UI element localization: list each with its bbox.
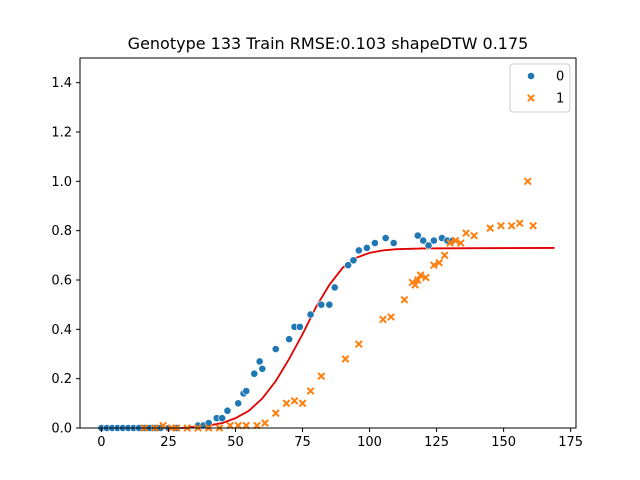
legend: 01 bbox=[509, 63, 571, 113]
legend-label: 1 bbox=[556, 92, 564, 107]
data-point-series-1 bbox=[451, 236, 460, 245]
data-point-series-1 bbox=[261, 419, 269, 427]
data-point-series-1 bbox=[470, 231, 479, 240]
y-tick-label: 1.0 bbox=[51, 175, 72, 190]
data-point-series-0 bbox=[389, 239, 398, 247]
data-point-series-0 bbox=[344, 261, 353, 270]
data-point-series-1 bbox=[486, 224, 495, 233]
data-point-series-1 bbox=[271, 409, 280, 418]
data-point-series-0 bbox=[381, 234, 390, 242]
x-tick-label: 150 bbox=[491, 435, 516, 450]
data-point-series-1 bbox=[497, 221, 505, 230]
x-tick-label: 25 bbox=[160, 435, 177, 450]
data-point-series-1 bbox=[440, 251, 449, 260]
data-point-series-0 bbox=[285, 335, 294, 344]
data-point-series-0 bbox=[250, 369, 259, 378]
data-point-series-0 bbox=[349, 256, 358, 265]
x-tick-label: 50 bbox=[227, 435, 244, 450]
data-point-series-1 bbox=[446, 239, 454, 247]
data-point-series-1 bbox=[387, 313, 395, 321]
data-point-series-0 bbox=[317, 300, 326, 309]
plot-frame bbox=[79, 57, 577, 429]
chart-title: Genotype 133 Train RMSE:0.103 shapeDTW 0… bbox=[128, 34, 529, 53]
data-point-series-0 bbox=[371, 239, 379, 247]
data-point-series-0 bbox=[325, 300, 334, 309]
legend-marker-x-icon bbox=[527, 94, 535, 102]
legend-marker-circle-icon bbox=[527, 72, 535, 80]
data-point-series-0 bbox=[354, 246, 363, 255]
data-point-series-0 bbox=[218, 414, 226, 423]
data-point-series-0 bbox=[255, 357, 264, 366]
data-point-series-1 bbox=[462, 229, 470, 238]
data-point-series-0 bbox=[419, 236, 428, 245]
data-point-series-0 bbox=[413, 231, 422, 240]
data-point-series-1 bbox=[435, 258, 444, 267]
data-point-series-1 bbox=[298, 399, 307, 408]
data-point-series-1 bbox=[317, 372, 326, 381]
data-point-series-0 bbox=[295, 322, 304, 331]
x-tick-label: 125 bbox=[424, 435, 449, 450]
x-tick-label: 0 bbox=[97, 435, 105, 450]
x-tick-label: 100 bbox=[357, 435, 382, 450]
x-tick-label: 75 bbox=[294, 435, 311, 450]
data-point-series-0 bbox=[330, 283, 339, 292]
data-point-series-0 bbox=[242, 387, 251, 395]
y-tick-label: 1.2 bbox=[51, 126, 72, 141]
data-point-series-1 bbox=[290, 396, 299, 405]
data-point-series-0 bbox=[223, 406, 232, 415]
data-point-series-0 bbox=[430, 236, 438, 245]
data-point-series-0 bbox=[362, 244, 371, 252]
data-point-series-1 bbox=[411, 281, 420, 289]
data-point-series-1 bbox=[379, 315, 387, 324]
data-point-series-1 bbox=[421, 273, 430, 282]
fit-line-layer bbox=[101, 247, 555, 429]
data-point-series-1 bbox=[400, 295, 409, 304]
data-point-series-0 bbox=[234, 399, 243, 408]
data-point-series-1 bbox=[456, 239, 465, 247]
data-point-series-1 bbox=[354, 340, 363, 349]
y-tick-label: 0.4 bbox=[51, 323, 72, 338]
y-tick-label: 0.0 bbox=[51, 422, 72, 437]
y-tick-label: 0.8 bbox=[51, 224, 72, 239]
data-point-series-0 bbox=[424, 241, 433, 250]
data-point-series-1 bbox=[306, 387, 315, 395]
data-point-series-1 bbox=[416, 271, 425, 279]
data-point-series-1 bbox=[515, 219, 524, 228]
data-point-series-1 bbox=[507, 221, 516, 230]
fit-curve bbox=[101, 247, 555, 429]
data-point-series-0 bbox=[306, 310, 315, 319]
data-point-series-1 bbox=[529, 221, 538, 230]
y-tick-label: 1.4 bbox=[51, 76, 72, 91]
data-point-series-0 bbox=[258, 364, 267, 373]
data-point-series-0 bbox=[271, 345, 280, 353]
legend-label: 0 bbox=[556, 70, 564, 85]
data-point-series-1 bbox=[282, 399, 291, 408]
data-point-series-1 bbox=[341, 355, 350, 363]
x-tick-label: 175 bbox=[558, 435, 583, 450]
data-point-series-1 bbox=[413, 276, 422, 284]
axes-layer: 0 25 50 75 100 125 150 175 0.0 0.2 0.4 0.6 0.8 1.0 1.2… bbox=[51, 57, 583, 450]
data-point-series-1 bbox=[429, 261, 438, 270]
legend-box bbox=[509, 63, 571, 113]
y-tick-label: 0.6 bbox=[51, 274, 72, 289]
data-point-series-1 bbox=[523, 177, 532, 186]
y-tick-label: 0.2 bbox=[51, 372, 72, 387]
